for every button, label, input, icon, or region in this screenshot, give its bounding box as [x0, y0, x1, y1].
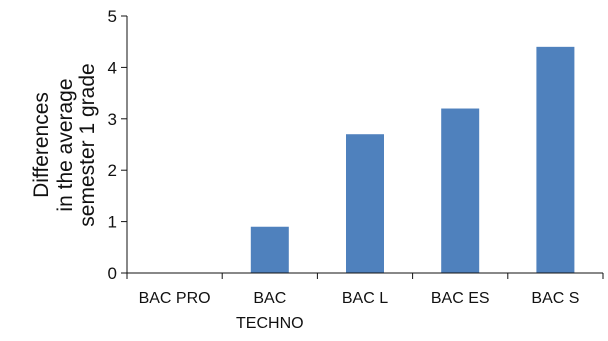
x-category-label: BAC PRO	[139, 290, 211, 307]
y-tick-label: 3	[108, 110, 117, 129]
bar	[250, 226, 289, 273]
x-category-label: BAC	[253, 290, 286, 307]
y-tick-label: 0	[108, 264, 117, 283]
x-category-label: BAC S	[531, 290, 579, 307]
x-category-label: BAC ES	[431, 290, 490, 307]
y-tick-label: 4	[108, 58, 117, 77]
y-axis-title-line: semester 1 grade	[76, 63, 99, 226]
x-category-label: BAC L	[342, 290, 388, 307]
y-axis-title-line: Differences	[30, 92, 53, 198]
y-tick-label: 1	[108, 213, 117, 232]
y-tick-label: 5	[108, 7, 117, 26]
y-axis-title-line: in the average	[54, 78, 77, 211]
x-axis-ticks: BAC PRO BAC TECHNO BAC L BAC ES BAC S	[126, 273, 604, 332]
bar	[441, 108, 480, 274]
x-category-label: TECHNO	[236, 315, 304, 332]
axes	[126, 16, 603, 274]
bar	[346, 134, 384, 273]
y-axis-ticks: 0 1 2 3 4 5	[108, 7, 127, 283]
bars	[250, 46, 575, 274]
bar	[536, 46, 575, 274]
y-tick-label: 2	[108, 161, 117, 180]
y-axis-title: Differences in the average semester 1 grad…	[30, 63, 99, 226]
